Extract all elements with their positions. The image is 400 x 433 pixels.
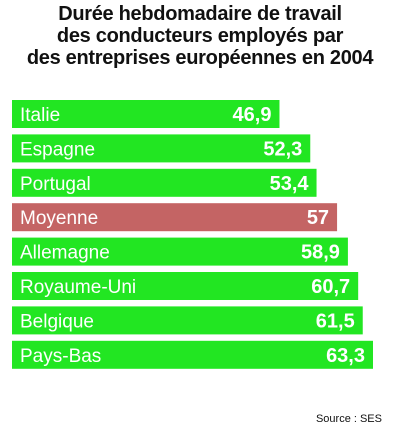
chart-title-line-1: Durée hebdomadaire de travail (58, 3, 342, 25)
category-label-espagne: Espagne (20, 139, 95, 160)
bar-allemagne (12, 237, 348, 266)
category-label-portugal: Portugal (20, 174, 91, 195)
bar-espagne (12, 134, 311, 163)
value-label-royaume-uni: 60,7 (311, 276, 350, 298)
chart-title: Durée hebdomadaire de travail des conduc… (0, 3, 400, 69)
value-label-pays-bas: 63,3 (326, 345, 365, 367)
bar-belgique (12, 306, 363, 335)
category-label-italie: Italie (20, 105, 60, 126)
bar-royaume-uni (12, 272, 359, 300)
bars-group: Italie 46,9 Espagne 52,3 Portugal 53,4 Moyenne… (12, 100, 373, 369)
bar-moyenne (12, 203, 338, 232)
category-label-belgique: Belgique (20, 311, 94, 332)
value-label-moyenne: 57 (307, 207, 329, 229)
chart-title-line-2: des conducteurs employés par (56, 25, 344, 47)
source-note: Source : SES (315, 413, 382, 425)
chart-title-line-3: des entreprises européennes en 2004 (26, 47, 374, 69)
category-label-royaume-uni: Royaume-Uni (20, 277, 136, 298)
value-label-portugal: 53,4 (270, 173, 310, 195)
value-label-belgique: 61,5 (316, 310, 355, 332)
category-label-pays-bas: Pays-Bas (20, 346, 101, 367)
value-label-allemagne: 58,9 (301, 242, 340, 264)
category-label-allemagne: Allemagne (20, 243, 110, 264)
bar-pays-bas (12, 340, 373, 369)
value-label-italie: 46,9 (233, 104, 272, 126)
bar-italie (12, 100, 280, 128)
bar-portugal (12, 168, 317, 197)
category-label-moyenne: Moyenne (20, 208, 98, 229)
value-label-espagne: 52,3 (263, 138, 302, 160)
